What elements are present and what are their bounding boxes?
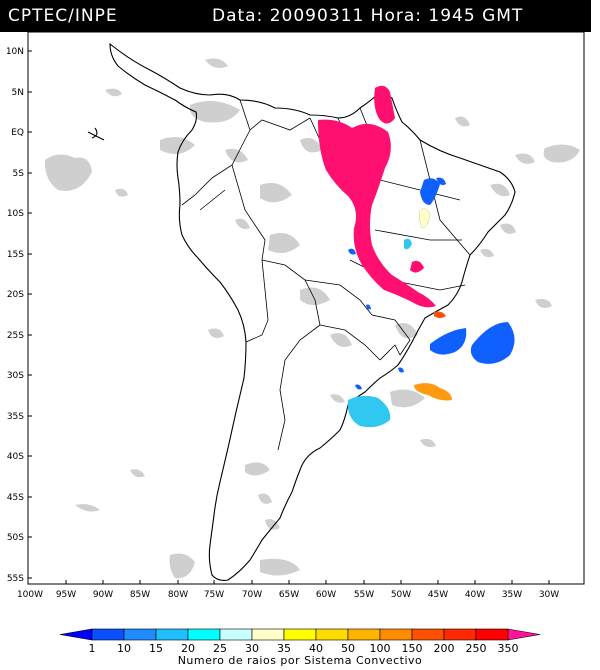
colorbar-tick-label: 10: [117, 642, 131, 655]
colorbar-swatch: [315, 628, 349, 641]
lat-label: EQ: [11, 128, 24, 138]
lat-label: 5N: [12, 88, 24, 98]
colorbar-tick-label: 25: [213, 642, 227, 655]
date-value: 20090311: [269, 6, 365, 26]
magenta-system-main: [318, 119, 436, 308]
colorbar-swatch: [347, 628, 381, 641]
agency-label: CPTEC/INPE: [8, 6, 118, 26]
colorbar-tick-label: 200: [434, 642, 455, 655]
lon-label: 45W: [428, 590, 448, 600]
lat-label: 40S: [7, 452, 24, 462]
time-value: 1945 GMT: [428, 6, 524, 26]
cyan-cluster-central: [404, 238, 412, 250]
lon-label: 95W: [56, 590, 76, 600]
map-frame: [27, 31, 585, 585]
lon-label: 75W: [204, 590, 224, 600]
time-label: Hora:: [370, 6, 422, 26]
magenta-patch-east: [410, 260, 424, 273]
lat-axis: 10N 5N EQ 5S 10S 15S 20S 25S 30S 35S 40S…: [6, 47, 24, 584]
colorbar-tick-label: 250: [466, 642, 487, 655]
lon-label: 70W: [242, 590, 262, 600]
colorbar-swatch: [91, 628, 125, 641]
lat-label: 35S: [7, 412, 24, 422]
colorbar-tick-label: 150: [402, 642, 423, 655]
lat-label: 10S: [7, 209, 24, 219]
colorbar-swatch: [379, 628, 413, 641]
colorbar-tick-label: 35: [277, 642, 291, 655]
colorbar-labels: 1 10 15 20 25 30 35 40 50 100 150 200 250 350: [89, 642, 519, 655]
blue-spot-paraguay: [366, 304, 371, 310]
date-label: Data:: [212, 6, 264, 26]
colorbar-swatch: [155, 628, 189, 641]
orange-spot-coast: [434, 311, 446, 318]
lon-label: 85W: [130, 590, 150, 600]
colorbar-swatch: [59, 628, 93, 641]
colorbar-swatch: [219, 628, 253, 641]
lat-label: 5S: [13, 169, 25, 179]
colorbar-tick-label: 30: [245, 642, 259, 655]
lat-label: 25S: [7, 331, 24, 341]
lat-label: 10N: [6, 47, 24, 57]
blue-cluster-ne: [420, 178, 440, 205]
lon-ticks: [65, 580, 550, 584]
colorbar-swatch: [475, 628, 509, 641]
blue-cluster-ne2: [436, 177, 446, 186]
map-header: CPTEC/INPE Data: 20090311 Hora: 1945 GMT: [0, 0, 591, 32]
colorbar-title: Numero de raios por Sistema Convectivo: [177, 654, 423, 667]
lon-label: 30W: [539, 590, 559, 600]
lat-label: 50S: [7, 533, 24, 543]
datetime-label: Data: 20090311 Hora: 1945 GMT: [212, 6, 523, 26]
lon-label: 40W: [465, 590, 485, 600]
lon-label: 100W: [17, 590, 43, 600]
blue-spot-uruguay: [398, 367, 404, 373]
lat-label: 30S: [7, 371, 24, 381]
magenta-system-north: [374, 85, 395, 124]
lon-label: 35W: [502, 590, 522, 600]
lon-label: 65W: [279, 590, 299, 600]
orange-system-atlantic: [414, 383, 452, 401]
colorbar-swatch: [251, 628, 285, 641]
lon-label: 60W: [316, 590, 336, 600]
colorbar-tick-label: 15: [149, 642, 163, 655]
colorbar-swatch: [443, 628, 477, 641]
colorbar-swatch: [187, 628, 221, 641]
lat-ticks: [28, 50, 32, 579]
colorbar-tick-label: 100: [370, 642, 391, 655]
lightning-systems: [318, 85, 515, 428]
colorbar-tick-label: 50: [341, 642, 355, 655]
lon-label: 80W: [168, 590, 188, 600]
colorbar: [59, 628, 541, 641]
colorbar-swatch: [507, 628, 541, 641]
lat-label: 55S: [7, 574, 24, 584]
lon-label: 55W: [354, 590, 374, 600]
colorbar-tick-label: 40: [309, 642, 323, 655]
blue-system-atlantic1: [430, 328, 467, 355]
lon-label: 50W: [391, 590, 411, 600]
colorbar-tick-label: 350: [498, 642, 519, 655]
blue-system-atlantic2: [470, 322, 515, 364]
cyan-system-plata: [347, 395, 391, 428]
colorbar-tick-label: 1: [89, 642, 96, 655]
lat-label: 20S: [7, 290, 24, 300]
colorbar-swatch: [283, 628, 317, 641]
colorbar-swatch: [123, 628, 157, 641]
lat-label: 45S: [7, 493, 24, 503]
cloud-cover: [44, 58, 580, 579]
colorbar-tick-label: 20: [181, 642, 195, 655]
blue-spot-central: [348, 248, 356, 255]
lat-label: 15S: [7, 250, 24, 260]
lightyellow-cluster: [419, 208, 431, 229]
colorbar-swatch: [411, 628, 445, 641]
lon-axis: 100W 95W 90W 85W 80W 75W 70W 65W 60W 55W…: [17, 590, 559, 600]
blue-spot-plata: [355, 384, 362, 390]
lon-label: 90W: [93, 590, 113, 600]
